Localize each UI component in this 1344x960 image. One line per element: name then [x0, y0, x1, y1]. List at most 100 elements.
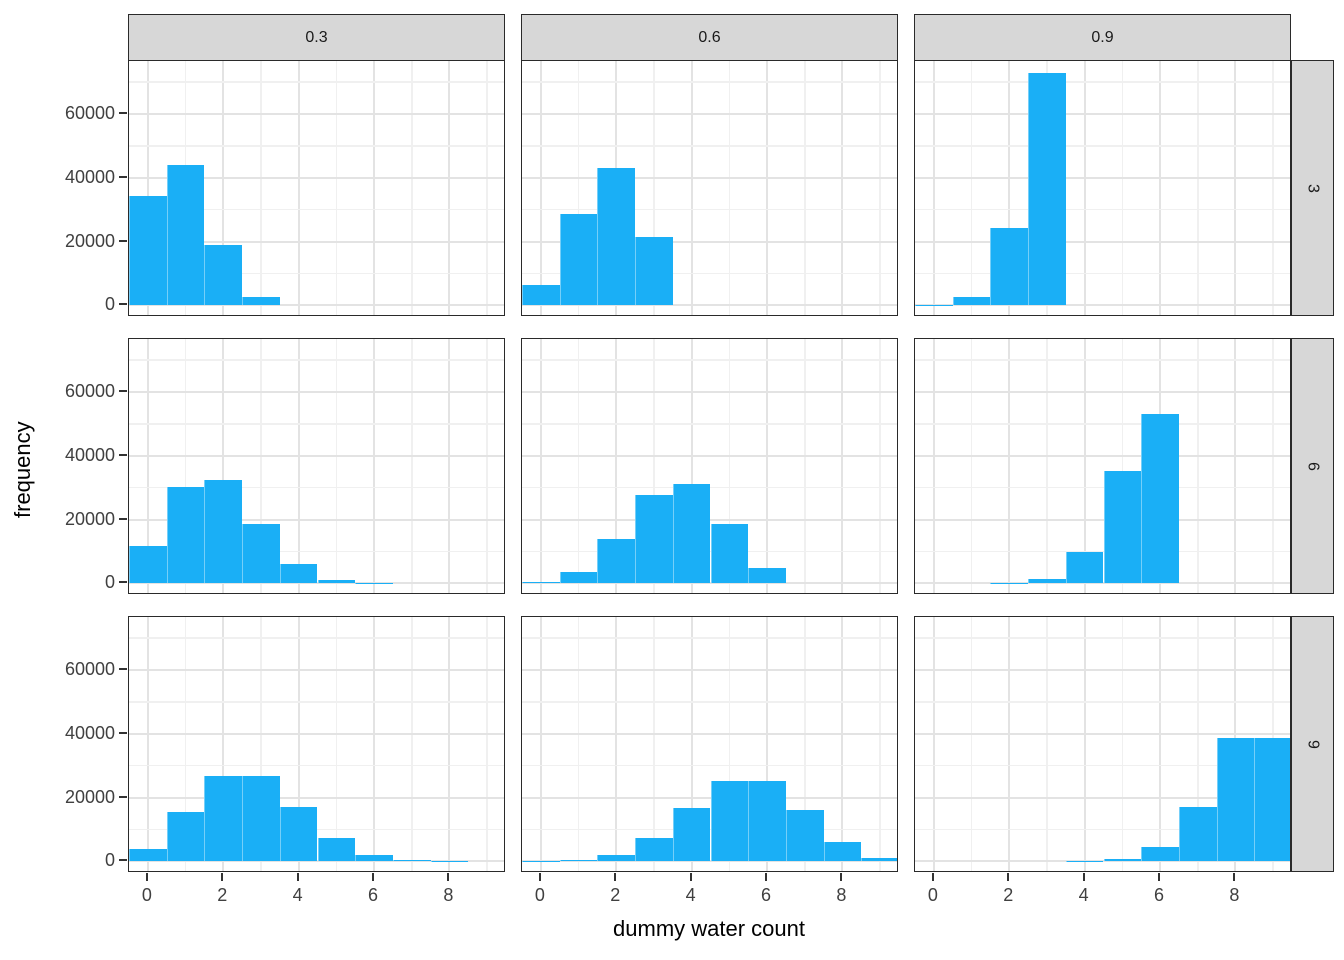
y-minor-gridline [522, 359, 897, 361]
facet-row-strip: 6 [1291, 338, 1334, 594]
histogram-bar [1216, 737, 1255, 862]
histogram-bar [1065, 861, 1104, 862]
y-major-gridline [129, 454, 504, 457]
panel-n3-p0.9 [914, 60, 1291, 316]
histogram-bar [522, 284, 560, 306]
y-major-gridline [915, 304, 1290, 307]
x-major-gridline [615, 617, 618, 871]
facet-column-strip: 0.9 [914, 14, 1291, 62]
y-minor-gridline [915, 145, 1290, 147]
y-minor-gridline [129, 701, 504, 703]
histogram-bar [1254, 737, 1290, 862]
facet-row-strip: 3 [1291, 60, 1334, 316]
x-minor-gridline [1046, 339, 1048, 593]
y-major-gridline [522, 796, 897, 799]
x-minor-gridline [335, 61, 338, 315]
y-tick-mark [119, 668, 127, 671]
x-tick-mark [221, 873, 224, 881]
y-minor-gridline [915, 208, 1290, 211]
panel-n3-p0.6 [521, 60, 898, 316]
y-tick-label: 0 [104, 294, 115, 315]
x-tick-label: 8 [443, 885, 454, 905]
x-major-gridline [932, 339, 935, 593]
x-tick-mark [840, 873, 843, 881]
panel-n6-p0.3 [128, 338, 505, 594]
histogram-bar [672, 808, 711, 862]
histogram-bar [990, 227, 1029, 306]
y-tick-mark [119, 731, 127, 734]
y-minor-gridline [129, 145, 504, 147]
x-minor-gridline [804, 617, 806, 871]
x-minor-gridline [728, 617, 731, 871]
x-major-gridline [690, 61, 693, 315]
x-tick-mark [538, 873, 541, 881]
panel-n3-p0.3 [128, 60, 505, 316]
y-minor-gridline [522, 145, 897, 147]
x-minor-gridline [1197, 61, 1199, 315]
x-minor-gridline [879, 617, 881, 871]
histogram-bar [597, 854, 636, 862]
y-major-gridline [522, 176, 897, 179]
x-minor-gridline [653, 617, 655, 871]
histogram-bar [166, 164, 205, 306]
x-minor-gridline [653, 61, 655, 315]
y-minor-gridline [915, 828, 1290, 831]
y-major-gridline [129, 796, 504, 799]
y-tick-mark [119, 239, 127, 242]
y-minor-gridline [915, 764, 1290, 767]
panel-n9-p0.3 [128, 616, 505, 872]
y-tick-mark [119, 859, 127, 862]
x-tick-label: 4 [685, 885, 696, 905]
histogram-bar [355, 854, 393, 862]
x-major-gridline [1234, 61, 1237, 315]
y-tick-mark [119, 795, 127, 798]
x-major-gridline [1008, 617, 1011, 871]
y-major-gridline [129, 582, 504, 585]
histogram-bar [635, 495, 673, 584]
x-tick-label: 2 [217, 885, 228, 905]
x-minor-gridline [577, 339, 580, 593]
histogram-bar [748, 568, 786, 584]
histogram-bar [915, 305, 953, 306]
x-major-gridline [297, 61, 300, 315]
histogram-bar [1103, 859, 1142, 862]
x-major-gridline [297, 339, 300, 593]
histogram-bar [710, 523, 749, 584]
histogram-bar [1103, 470, 1142, 584]
x-minor-gridline [486, 61, 488, 315]
histogram-bar [559, 860, 598, 862]
x-tick-label: 6 [368, 885, 379, 905]
y-tick-label: 60000 [64, 659, 115, 680]
facet-column-strip: 0.6 [521, 14, 898, 62]
x-major-gridline [539, 339, 542, 593]
histogram-bar [129, 196, 167, 306]
y-major-gridline [915, 582, 1290, 585]
y-major-gridline [915, 796, 1290, 799]
y-minor-gridline [522, 637, 897, 639]
y-major-gridline [129, 176, 504, 179]
y-tick-mark [119, 517, 127, 520]
histogram-bar [785, 810, 824, 862]
y-major-gridline [129, 860, 504, 863]
panel-n6-p0.6 [521, 338, 898, 594]
x-tick-label: 0 [927, 885, 938, 905]
x-minor-gridline [411, 339, 413, 593]
y-major-gridline [522, 669, 897, 672]
y-tick-label: 0 [104, 572, 115, 593]
y-tick-label: 60000 [64, 103, 115, 124]
histogram-bar [559, 213, 598, 306]
y-minor-gridline [915, 486, 1290, 489]
x-major-gridline [1159, 61, 1162, 315]
histogram-bar [129, 848, 167, 862]
x-minor-gridline [260, 61, 262, 315]
y-minor-gridline [915, 81, 1290, 83]
y-major-gridline [915, 176, 1290, 179]
y-minor-gridline [915, 272, 1290, 275]
y-minor-gridline [129, 272, 504, 275]
x-major-gridline [766, 61, 769, 315]
y-minor-gridline [522, 423, 897, 425]
x-major-gridline [1083, 339, 1086, 593]
y-minor-gridline [129, 486, 504, 489]
x-major-gridline [146, 339, 149, 593]
histogram-bar [242, 296, 280, 306]
